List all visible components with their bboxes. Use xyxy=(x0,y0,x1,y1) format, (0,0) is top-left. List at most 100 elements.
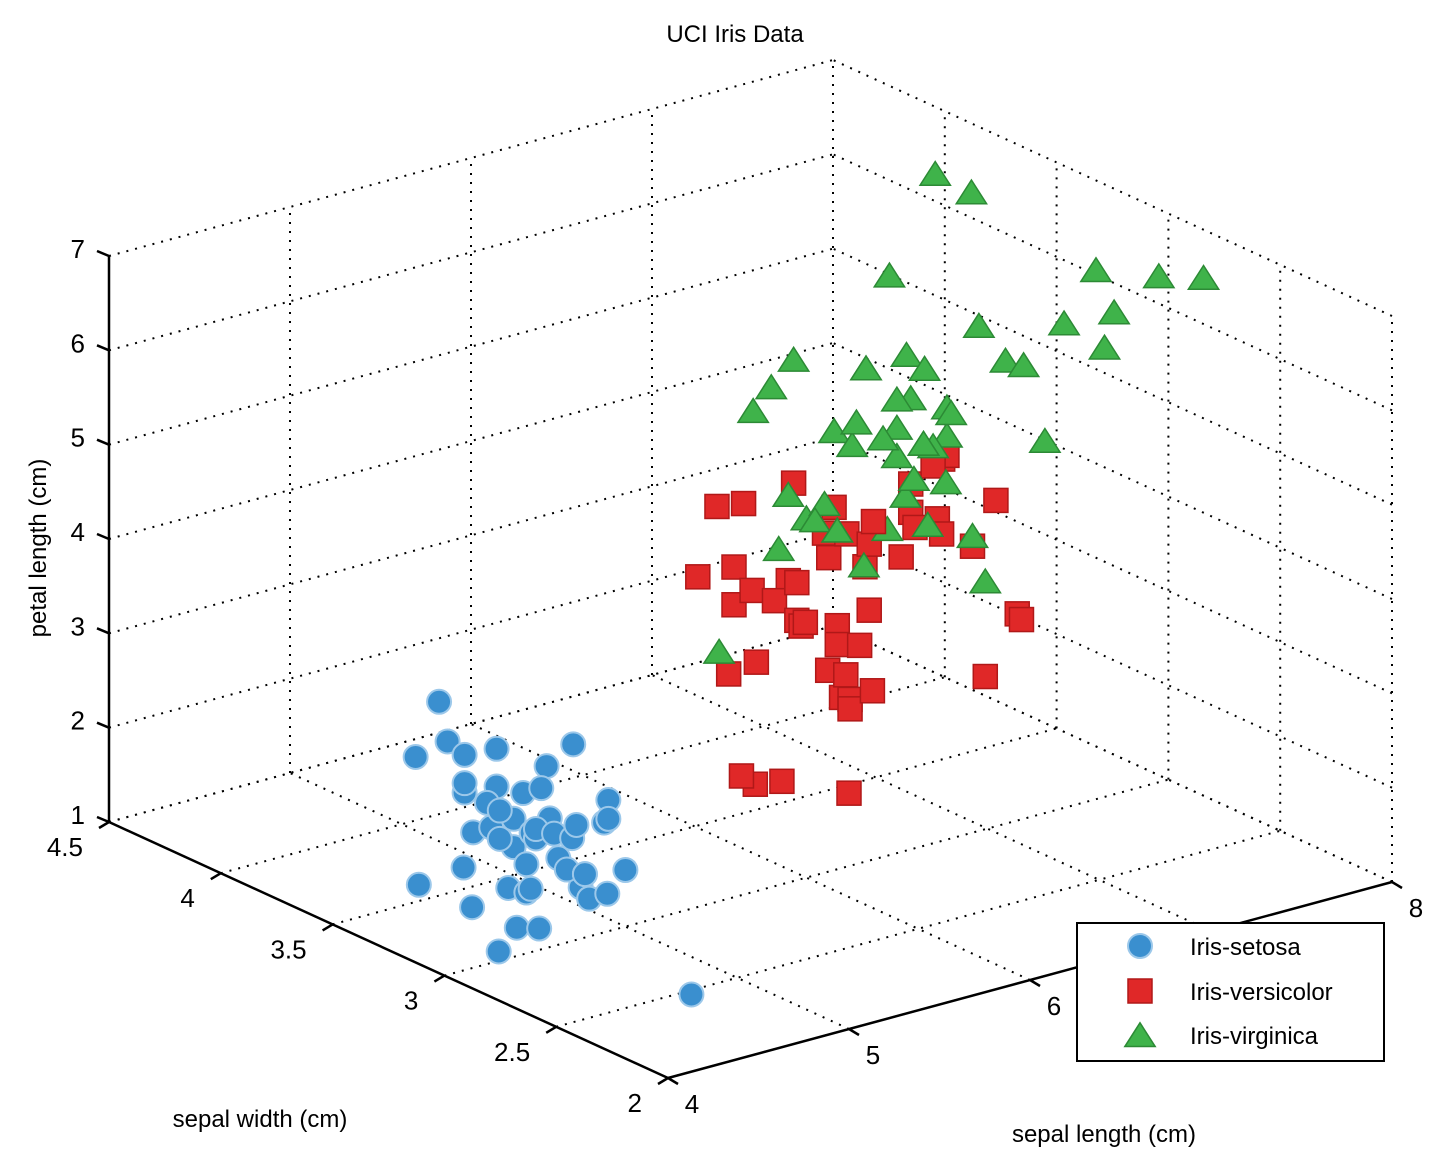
data-point-circle xyxy=(485,938,512,965)
data-point-triangle xyxy=(1047,309,1081,336)
y-tick-mark xyxy=(433,974,446,983)
data-point-square xyxy=(1008,606,1035,633)
data-point-square xyxy=(721,554,747,580)
data-point-triangle xyxy=(702,637,736,664)
legend-label-virginica: Iris-virginica xyxy=(1190,1023,1319,1050)
data-point-circle xyxy=(528,775,555,802)
grid-line xyxy=(832,247,1393,506)
data-point-triangle xyxy=(839,408,873,435)
data-point-square xyxy=(856,597,882,623)
x-tick-mark xyxy=(667,1076,679,1086)
data-point-circle xyxy=(526,915,553,942)
data-point-square xyxy=(728,763,755,789)
data-point-circle xyxy=(450,854,477,881)
grid-line xyxy=(832,59,1393,317)
legend-markers xyxy=(1123,933,1157,1048)
data-point-circle xyxy=(503,914,530,941)
data-point-triangle xyxy=(771,481,805,508)
data-point-circle xyxy=(402,743,429,770)
data-point-triangle xyxy=(820,516,854,543)
y-tick-label: 4.5 xyxy=(47,832,83,862)
data-point-square xyxy=(983,487,1009,514)
z-tick-label: 7 xyxy=(71,234,85,264)
data-point-square xyxy=(792,609,819,636)
data-point-triangle xyxy=(1087,333,1122,360)
x-tick-mark xyxy=(1029,978,1041,988)
grid-layer xyxy=(108,59,1393,1079)
data-point-square xyxy=(833,662,859,688)
y-tick-mark xyxy=(321,923,334,932)
data-point-triangle xyxy=(1097,298,1131,325)
grid-line xyxy=(332,727,1057,926)
grid-line xyxy=(108,59,834,257)
y-tick-mark xyxy=(657,1076,669,1086)
data-point-triangle xyxy=(988,346,1023,373)
data-point-triangle xyxy=(968,567,1002,594)
data-point-triangle xyxy=(1142,262,1176,289)
y-tick-label: 3 xyxy=(404,986,418,1016)
data-point-square xyxy=(824,631,851,658)
legend-label-versicolor: Iris-versicolor xyxy=(1190,979,1333,1006)
data-point-triangle xyxy=(849,354,883,381)
grid-line xyxy=(470,723,1031,981)
grid-line xyxy=(832,342,1393,600)
z-tick-label: 3 xyxy=(71,611,85,641)
data-point-circle xyxy=(533,753,560,780)
grid-line xyxy=(832,530,1393,789)
data-point-triangle xyxy=(880,414,914,440)
data-point-triangle xyxy=(847,551,881,578)
data-point-triangle xyxy=(1007,351,1041,378)
data-point-triangle xyxy=(930,421,964,448)
data-point-triangle xyxy=(888,482,922,508)
z-tick-mark xyxy=(96,721,110,729)
data-point-square xyxy=(846,632,873,659)
data-point-triangle xyxy=(908,355,942,381)
data-point-triangle xyxy=(866,424,900,451)
y-tick-mark xyxy=(98,820,110,830)
grid-line xyxy=(832,625,1393,883)
legend-marker-virginica xyxy=(1123,1021,1157,1048)
data-point-triangle xyxy=(880,385,914,412)
data-point-triangle xyxy=(889,341,924,367)
data-point-square xyxy=(769,768,795,795)
data-point-triangle xyxy=(736,397,770,424)
grid-line xyxy=(832,436,1393,695)
data-point-square xyxy=(836,780,862,806)
data-point-triangle xyxy=(897,465,931,492)
data-point-circle xyxy=(486,797,513,824)
legend-marker-versicolor xyxy=(1127,978,1153,1004)
data-point-circle xyxy=(405,871,432,898)
data-point-triangle xyxy=(906,429,941,456)
y-tick-mark xyxy=(210,872,222,881)
data-point-triangle xyxy=(1028,427,1062,454)
z-tick-mark xyxy=(96,344,110,352)
data-point-square xyxy=(972,663,999,690)
z-tick-mark xyxy=(96,627,110,635)
data-point-square xyxy=(739,577,765,604)
y-tick-label: 2 xyxy=(628,1088,642,1118)
y-tick-mark xyxy=(545,1025,557,1034)
z-tick-label: 1 xyxy=(71,800,85,830)
x-tick-label: 4 xyxy=(685,1089,699,1119)
data-point-triangle xyxy=(762,535,796,562)
z-tick-label: 5 xyxy=(71,423,85,453)
data-point-square xyxy=(730,490,757,517)
data-point-circle xyxy=(612,857,639,883)
z-axis-label: petal length (cm) xyxy=(25,459,52,638)
data-point-circle xyxy=(459,894,486,921)
data-point-square xyxy=(743,649,770,675)
data-point-circle xyxy=(560,731,587,758)
y-axis-line xyxy=(108,820,669,1080)
data-points xyxy=(402,160,1221,1008)
data-point-triangle xyxy=(929,468,963,495)
z-tick-label: 6 xyxy=(71,328,85,358)
data-point-triangle xyxy=(880,442,914,469)
data-point-triangle xyxy=(807,490,842,517)
data-point-circle xyxy=(451,741,478,768)
grid-line xyxy=(651,674,1212,932)
data-point-circle xyxy=(451,770,478,797)
data-point-square xyxy=(784,569,810,596)
data-point-circle xyxy=(486,825,513,852)
z-tick-mark xyxy=(96,815,110,824)
